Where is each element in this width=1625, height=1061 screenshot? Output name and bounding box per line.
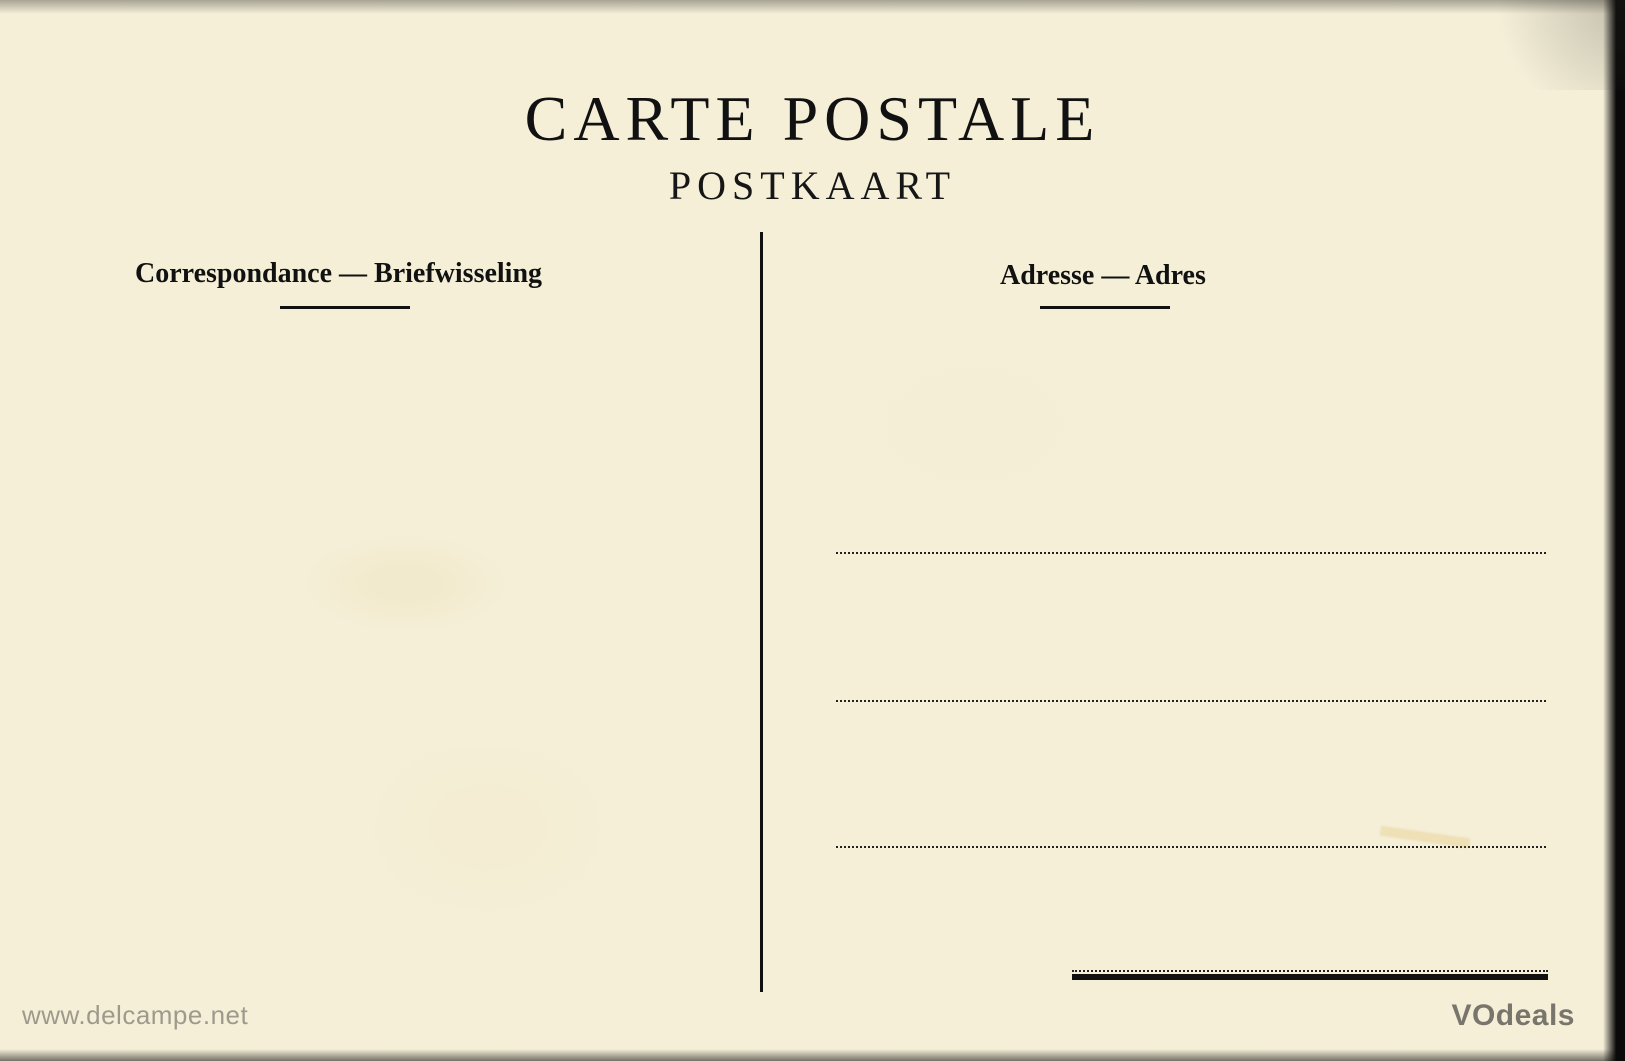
address-bottom-rule bbox=[1072, 970, 1548, 980]
address-line-1 bbox=[836, 552, 1546, 554]
scan-edge-right bbox=[1603, 0, 1625, 1061]
label-correspondance: Correspondance — Briefwisseling bbox=[135, 258, 542, 290]
watermark-vodeals: VOdeals bbox=[1451, 999, 1575, 1033]
scan-corner-shadow bbox=[1465, 0, 1625, 90]
paper-stain bbox=[1380, 826, 1471, 848]
address-line-2 bbox=[836, 700, 1546, 702]
underline-correspondance bbox=[280, 306, 410, 309]
title-postkaart: POSTKAART bbox=[0, 162, 1625, 209]
underline-adresse bbox=[1040, 306, 1170, 309]
scan-edge-bottom bbox=[0, 1049, 1625, 1061]
scan-edge-top bbox=[0, 0, 1625, 14]
watermark-delcampe: www.delcampe.net bbox=[22, 1000, 248, 1031]
title-carte-postale: CARTE POSTALE bbox=[0, 82, 1625, 156]
vertical-divider bbox=[760, 232, 763, 992]
label-adresse: Adresse — Adres bbox=[1000, 260, 1206, 292]
address-line-3 bbox=[836, 846, 1546, 848]
postcard-back: CARTE POSTALE POSTKAART Correspondance —… bbox=[0, 0, 1625, 1061]
